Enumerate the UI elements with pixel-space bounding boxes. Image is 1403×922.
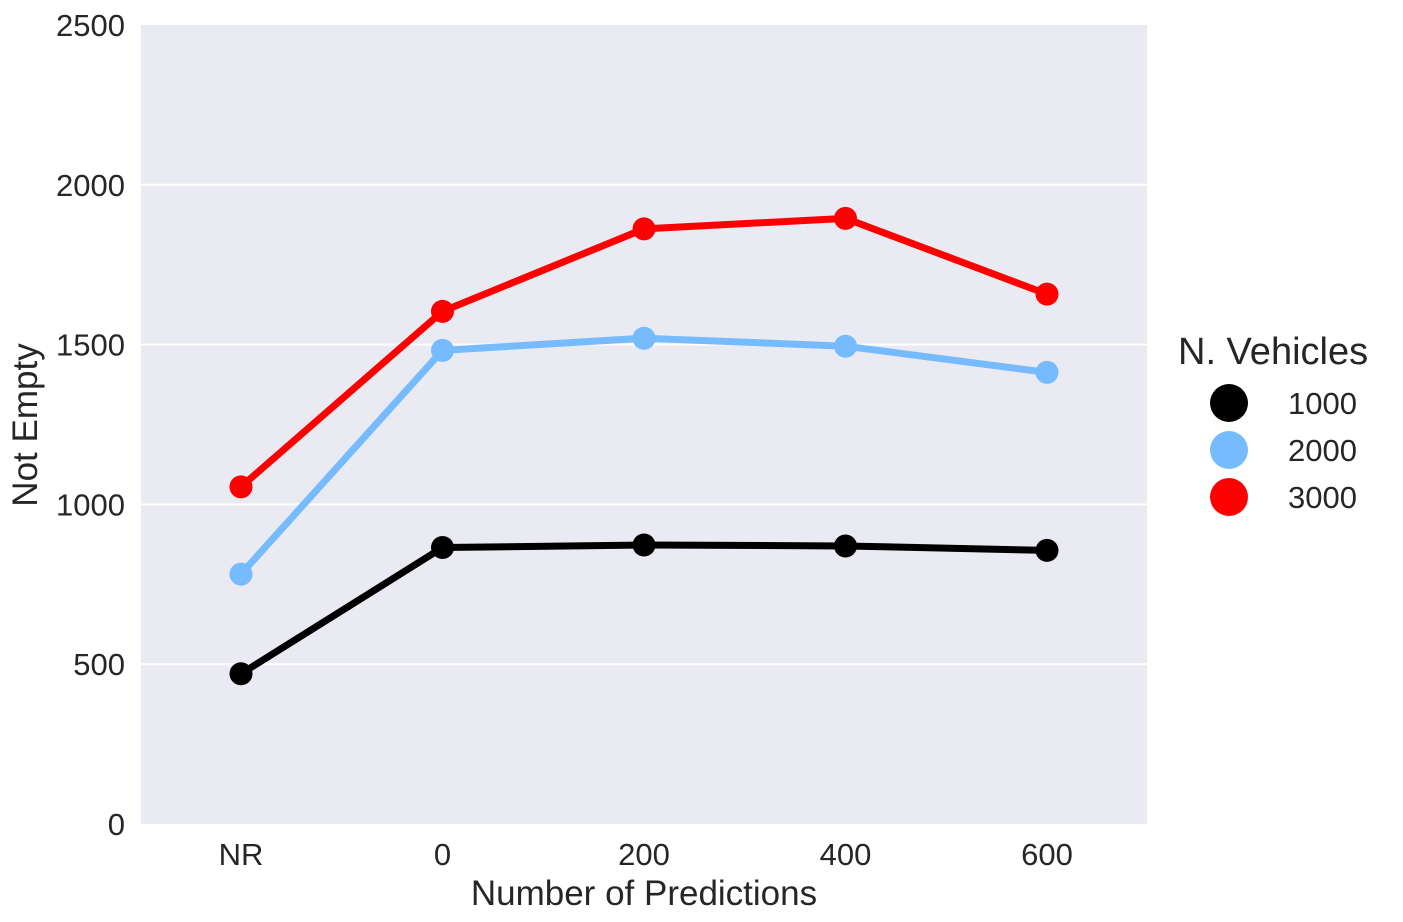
- x-tick-label: 600: [1021, 837, 1073, 872]
- legend-marker: [1210, 384, 1248, 422]
- y-tick-label: 1000: [56, 487, 125, 522]
- series-group: [229, 206, 1059, 686]
- legend: N. Vehicles 1000 2000 3000: [1178, 331, 1368, 516]
- x-axis-title: Number of Predictions: [471, 874, 817, 913]
- data-point: [1035, 282, 1059, 306]
- y-tick-label: 1500: [56, 328, 125, 363]
- legend-label: 1000: [1288, 386, 1357, 421]
- data-point: [431, 299, 454, 323]
- y-tick-label: 2000: [56, 168, 125, 203]
- x-tick-label: 0: [434, 837, 451, 872]
- x-tick-label: 200: [618, 837, 670, 872]
- series-3000: [229, 206, 1059, 499]
- data-point: [431, 338, 454, 362]
- x-tick-labels: NR 0 200 400 600: [219, 837, 1073, 872]
- data-point: [632, 326, 656, 350]
- legend-marker: [1210, 431, 1248, 469]
- y-axis-title: Not Empty: [6, 343, 45, 507]
- data-point: [834, 334, 857, 358]
- legend-marker: [1210, 478, 1248, 516]
- data-point: [431, 536, 454, 560]
- series-1000: [229, 533, 1059, 686]
- y-tick-label: 2500: [56, 8, 125, 43]
- data-point: [632, 533, 656, 557]
- plot-background: [141, 25, 1147, 824]
- data-point: [229, 662, 253, 686]
- legend-label: 3000: [1288, 480, 1357, 515]
- data-point: [1035, 360, 1059, 384]
- data-point: [632, 217, 656, 241]
- y-tick-label: 500: [73, 647, 125, 682]
- x-tick-label: NR: [219, 837, 264, 872]
- data-point: [229, 475, 253, 499]
- data-point: [834, 534, 857, 558]
- data-point: [834, 206, 857, 230]
- data-point: [1035, 538, 1059, 562]
- legend-title: N. Vehicles: [1178, 331, 1368, 373]
- x-tick-label: 400: [820, 837, 872, 872]
- y-tick-labels: 0 500 1000 1500 2000 2500: [56, 8, 125, 842]
- legend-label: 2000: [1288, 433, 1357, 468]
- series-2000: [229, 326, 1059, 586]
- y-tick-label: 0: [108, 807, 125, 842]
- data-point: [229, 562, 253, 586]
